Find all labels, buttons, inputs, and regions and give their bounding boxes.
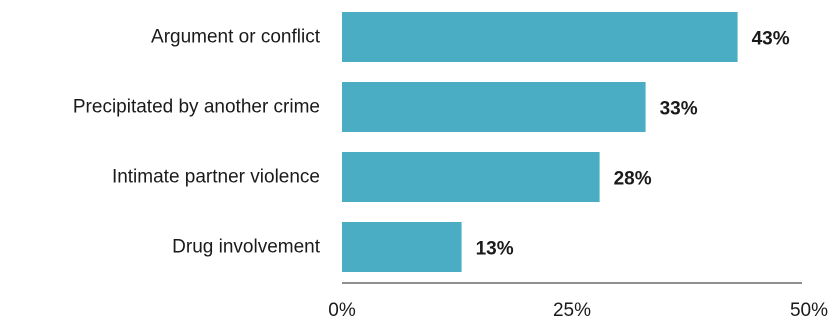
x-tick-label-50: 50%: [790, 300, 828, 321]
x-tick-label-0: 0%: [328, 300, 356, 321]
bar-precipitated-by-another-crime: [342, 82, 646, 132]
value-label-intimate-partner-violence: 28%: [614, 169, 652, 190]
x-tick-labels-group: 0% 25% 50%: [328, 300, 828, 321]
category-label-intimate-partner-violence: Intimate partner violence: [112, 167, 320, 188]
category-label-precipitated-by-another-crime: Precipitated by another crime: [73, 97, 320, 118]
value-label-drug-involvement: 13%: [476, 239, 514, 260]
value-labels-group: 43% 33% 28% 13%: [476, 29, 790, 260]
category-label-argument-or-conflict: Argument or conflict: [151, 27, 321, 48]
value-label-precipitated-by-another-crime: 33%: [660, 99, 698, 120]
bar-intimate-partner-violence: [342, 152, 600, 202]
category-label-drug-involvement: Drug involvement: [172, 237, 321, 258]
bar-drug-involvement: [342, 222, 462, 272]
x-tick-label-25: 25%: [553, 300, 591, 321]
category-labels-group: Argument or conflict Precipitated by anot…: [73, 27, 321, 258]
bar-argument-or-conflict: [342, 12, 738, 62]
bars-group: [342, 12, 738, 272]
value-label-argument-or-conflict: 43%: [752, 29, 790, 50]
